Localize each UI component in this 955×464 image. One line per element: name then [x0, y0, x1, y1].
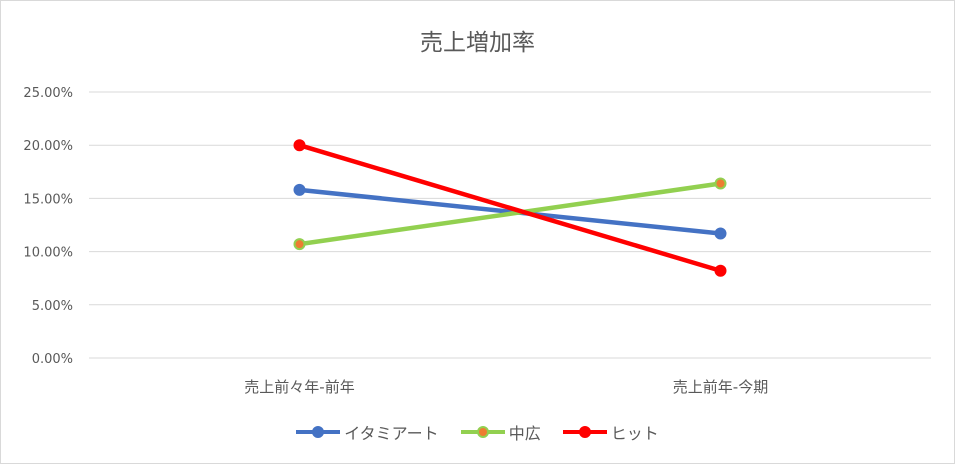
- y-tick-label: 0.00%: [32, 352, 73, 367]
- y-tick-label: 20.00%: [23, 139, 73, 154]
- x-category-label: 売上前々年-前年: [244, 378, 354, 396]
- series-point: [714, 264, 727, 277]
- chart-legend: イタミアート 中広 ヒット: [1, 420, 954, 444]
- series-point: [293, 139, 306, 152]
- legend-swatch: [296, 422, 341, 442]
- y-tick-label: 15.00%: [23, 192, 73, 207]
- series-point: [293, 238, 306, 251]
- legend-swatch: [562, 422, 607, 442]
- legend-label: ヒット: [610, 424, 659, 443]
- series-point: [714, 227, 727, 240]
- y-tick-label: 10.00%: [23, 246, 73, 261]
- chart-title: 売上増加率: [420, 30, 535, 56]
- legend-entry: イタミアート: [296, 420, 439, 444]
- y-tick-label: 25.00%: [23, 86, 73, 101]
- series-line: [297, 181, 723, 247]
- x-axis-categories: 売上前々年-前年 売上前年-今期: [244, 378, 768, 396]
- legend-swatch: [460, 422, 505, 442]
- legend-entry: ヒット: [562, 420, 659, 444]
- y-axis-ticks: 0.00% 5.00% 10.00% 15.00% 20.00% 25.00%: [23, 86, 73, 367]
- gridlines: [89, 91, 931, 359]
- legend-label: 中広: [508, 424, 541, 443]
- legend-label: イタミアート: [344, 424, 439, 443]
- series-lines: [293, 139, 727, 277]
- series-point: [714, 177, 727, 190]
- series-point: [293, 183, 306, 196]
- y-tick-label: 5.00%: [32, 299, 73, 314]
- series-line: [297, 142, 723, 274]
- x-category-label: 売上前年-今期: [673, 378, 768, 396]
- legend-entry: 中広: [460, 420, 541, 444]
